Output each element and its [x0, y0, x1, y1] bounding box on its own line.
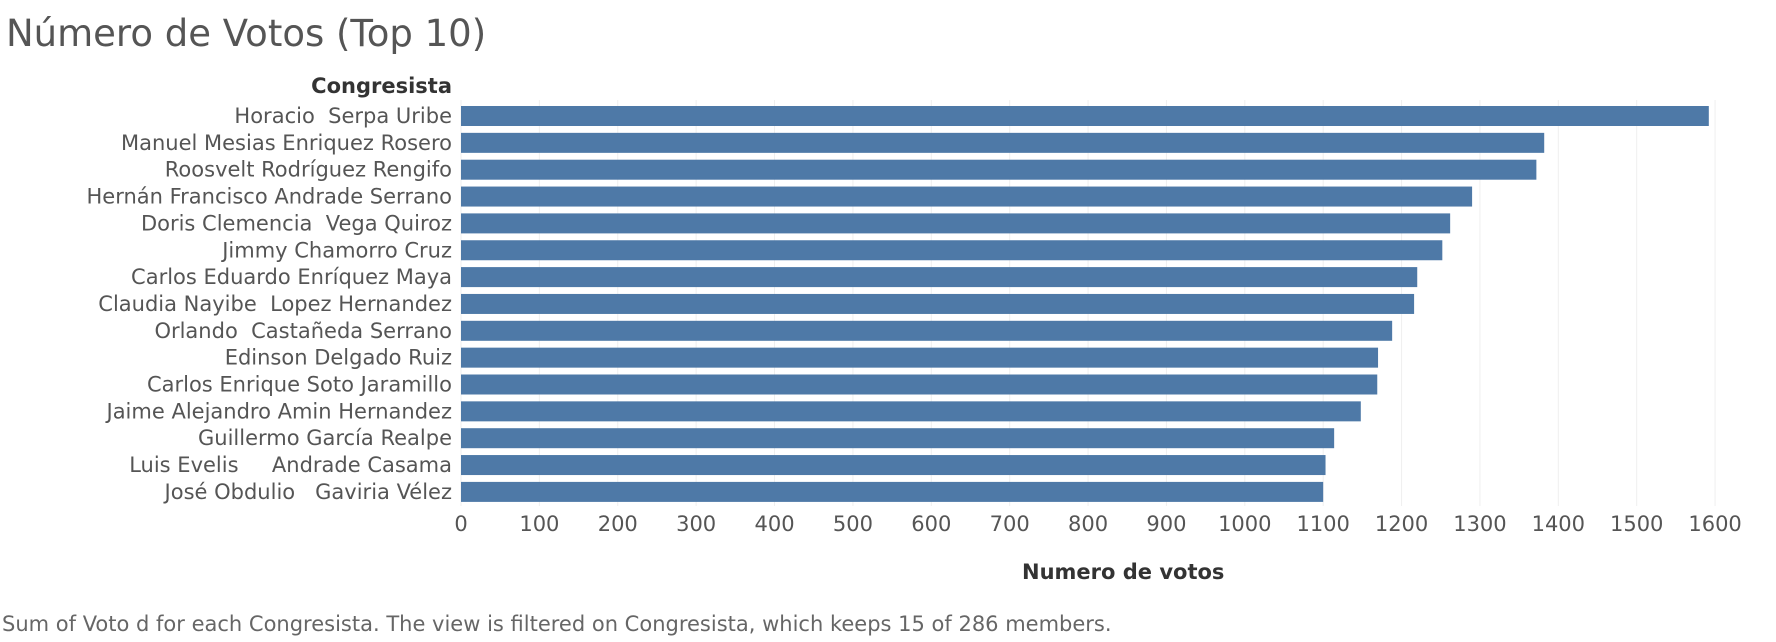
category-label: Orlando Castañeda Serrano [154, 319, 452, 343]
category-label: Jimmy Chamorro Cruz [220, 238, 452, 262]
chart-caption: Sum of Voto d for each Congresista. The … [2, 612, 1112, 636]
bar[interactable] [461, 428, 1334, 448]
bar[interactable] [461, 213, 1450, 233]
x-tick-label: 0 [454, 512, 467, 536]
category-labels: Horacio Serpa Uribe Manuel Mesias Enrique… [86, 104, 452, 504]
x-tick-label: 1400 [1532, 512, 1585, 536]
category-label: Hernán Francisco Andrade Serrano [86, 185, 452, 209]
bar[interactable] [461, 240, 1442, 260]
x-tick-label: 900 [1146, 512, 1186, 536]
category-label: Edinson Delgado Ruiz [225, 346, 452, 370]
bar[interactable] [461, 375, 1377, 395]
category-label: Manuel Mesias Enriquez Rosero [121, 131, 452, 155]
x-tick-label: 400 [754, 512, 794, 536]
bar[interactable] [461, 321, 1392, 341]
bar[interactable] [461, 401, 1361, 421]
bar[interactable] [461, 455, 1326, 475]
x-tick-label: 100 [519, 512, 559, 536]
x-axis-ticks: 0 100 200 300 400 500 600 700 800 900 1000 1100 1200… [454, 512, 1741, 536]
x-tick-label: 500 [833, 512, 873, 536]
bar[interactable] [461, 187, 1472, 207]
x-tick-label: 1100 [1296, 512, 1349, 536]
bar[interactable] [461, 267, 1417, 287]
x-tick-label: 300 [676, 512, 716, 536]
bars [461, 106, 1709, 502]
x-tick-label: 1000 [1218, 512, 1271, 536]
x-tick-label: 1500 [1610, 512, 1663, 536]
category-label: Carlos Eduardo Enríquez Maya [131, 265, 452, 289]
category-label: Horacio Serpa Uribe [234, 104, 452, 128]
category-label: Carlos Enrique Soto Jaramillo [147, 373, 452, 397]
x-tick-label: 200 [598, 512, 638, 536]
category-label: Luis Evelis Andrade Casama [129, 453, 452, 477]
bar[interactable] [461, 133, 1544, 153]
bar[interactable] [461, 106, 1709, 126]
x-tick-label: 1600 [1688, 512, 1741, 536]
category-label: Doris Clemencia Vega Quiroz [141, 211, 452, 235]
x-tick-label: 600 [911, 512, 951, 536]
x-tick-label: 800 [1068, 512, 1108, 536]
x-axis-title: Numero de votos [1022, 560, 1224, 584]
category-label: Claudia Nayibe Lopez Hernandez [98, 292, 452, 316]
category-label: Jaime Alejandro Amin Hernandez [105, 399, 453, 423]
x-tick-label: 700 [990, 512, 1030, 536]
bar[interactable] [461, 160, 1536, 180]
bar[interactable] [461, 482, 1323, 502]
category-label: José Obdulio Gaviria Vélez [163, 480, 452, 504]
category-label: Guillermo García Realpe [198, 426, 452, 450]
x-tick-label: 1200 [1375, 512, 1428, 536]
bar[interactable] [461, 294, 1414, 314]
category-label: Roosvelt Rodríguez Rengifo [165, 158, 452, 182]
x-tick-label: 1300 [1453, 512, 1506, 536]
bar[interactable] [461, 348, 1378, 368]
